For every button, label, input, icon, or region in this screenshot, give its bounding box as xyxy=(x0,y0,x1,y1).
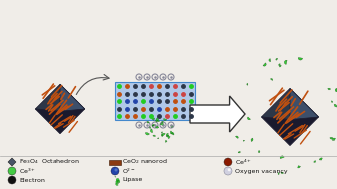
Wedge shape xyxy=(161,134,162,136)
Wedge shape xyxy=(161,132,162,133)
Text: Ce$^{4+}$: Ce$^{4+}$ xyxy=(235,157,252,167)
Wedge shape xyxy=(276,58,278,60)
Wedge shape xyxy=(258,150,260,153)
Circle shape xyxy=(111,167,119,175)
Polygon shape xyxy=(290,88,318,120)
Wedge shape xyxy=(152,118,155,120)
Wedge shape xyxy=(115,176,116,177)
Polygon shape xyxy=(35,84,85,111)
Wedge shape xyxy=(116,180,119,184)
Wedge shape xyxy=(314,161,316,162)
Wedge shape xyxy=(235,104,237,106)
Wedge shape xyxy=(158,138,159,139)
Wedge shape xyxy=(334,104,337,107)
Wedge shape xyxy=(150,127,151,129)
Wedge shape xyxy=(284,60,287,64)
Wedge shape xyxy=(155,126,159,128)
Wedge shape xyxy=(171,132,174,135)
Text: Lipase: Lipase xyxy=(122,177,142,183)
Wedge shape xyxy=(152,125,154,126)
Wedge shape xyxy=(170,131,173,134)
Wedge shape xyxy=(166,133,168,136)
Wedge shape xyxy=(335,88,337,92)
Wedge shape xyxy=(280,156,284,158)
Wedge shape xyxy=(281,172,283,174)
Wedge shape xyxy=(116,183,118,185)
Wedge shape xyxy=(251,138,253,141)
Wedge shape xyxy=(332,101,333,103)
Circle shape xyxy=(228,168,231,171)
Text: Ce$^{3+}$: Ce$^{3+}$ xyxy=(19,166,36,176)
Wedge shape xyxy=(279,65,281,67)
Text: Electron: Electron xyxy=(19,177,45,183)
Wedge shape xyxy=(263,63,266,66)
Wedge shape xyxy=(298,166,300,168)
Wedge shape xyxy=(162,133,165,136)
Text: Fe$_3$O$_4$  Octahedron: Fe$_3$O$_4$ Octahedron xyxy=(19,158,80,167)
Circle shape xyxy=(115,169,118,171)
Wedge shape xyxy=(168,136,170,139)
Polygon shape xyxy=(262,88,318,120)
Text: Oxygen vacancy: Oxygen vacancy xyxy=(235,169,287,174)
FancyBboxPatch shape xyxy=(115,82,195,120)
Wedge shape xyxy=(279,64,280,66)
Wedge shape xyxy=(238,152,240,153)
Polygon shape xyxy=(35,109,85,134)
Wedge shape xyxy=(278,173,279,175)
Wedge shape xyxy=(247,117,250,120)
Wedge shape xyxy=(164,119,166,121)
Bar xyxy=(109,160,121,164)
Wedge shape xyxy=(298,58,303,60)
Wedge shape xyxy=(147,122,149,123)
Wedge shape xyxy=(117,180,120,183)
Wedge shape xyxy=(156,118,159,122)
Wedge shape xyxy=(328,88,331,90)
Polygon shape xyxy=(262,117,318,146)
Wedge shape xyxy=(319,158,322,160)
Polygon shape xyxy=(190,96,245,132)
Wedge shape xyxy=(146,132,149,135)
Wedge shape xyxy=(243,140,244,141)
Circle shape xyxy=(224,167,232,175)
Polygon shape xyxy=(60,84,85,111)
Wedge shape xyxy=(330,137,333,139)
Wedge shape xyxy=(150,129,153,132)
Wedge shape xyxy=(236,136,238,138)
Wedge shape xyxy=(165,140,167,142)
Wedge shape xyxy=(117,182,119,184)
Wedge shape xyxy=(156,120,158,122)
Circle shape xyxy=(8,176,16,184)
Wedge shape xyxy=(247,83,248,85)
Wedge shape xyxy=(116,178,119,181)
Wedge shape xyxy=(271,79,273,80)
Polygon shape xyxy=(8,158,16,166)
Text: O$^{2-}$: O$^{2-}$ xyxy=(122,166,136,176)
Text: CeO$_2$ nanorod: CeO$_2$ nanorod xyxy=(122,158,167,167)
Wedge shape xyxy=(269,59,271,61)
Wedge shape xyxy=(153,135,155,136)
Wedge shape xyxy=(152,124,155,126)
Wedge shape xyxy=(162,121,163,123)
Wedge shape xyxy=(171,125,173,128)
Wedge shape xyxy=(160,123,164,126)
Wedge shape xyxy=(333,138,335,140)
Circle shape xyxy=(224,158,232,166)
Wedge shape xyxy=(166,135,169,137)
Circle shape xyxy=(8,167,16,175)
